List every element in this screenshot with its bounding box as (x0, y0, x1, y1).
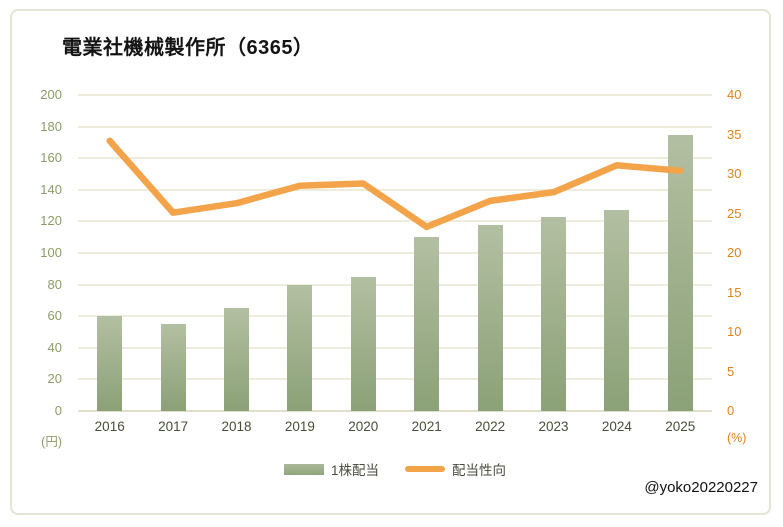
left-axis-tick: 60 (47, 308, 62, 324)
gridline (78, 315, 712, 318)
right-axis-unit: (%) (727, 431, 747, 445)
gridline (78, 188, 712, 191)
right-axis-tick: 15 (727, 284, 742, 300)
left-axis-tick: 160 (40, 150, 62, 166)
x-axis-label: 2025 (665, 419, 696, 434)
x-axis-label: 2016 (94, 419, 125, 434)
bar-2020 (350, 276, 376, 411)
left-axis-tick: 200 (40, 87, 62, 102)
left-axis-tick: 180 (40, 118, 62, 134)
left-axis-tick: 120 (40, 213, 62, 229)
line-series-swatch-icon (405, 466, 445, 472)
x-axis-label: 2024 (601, 419, 632, 434)
left-axis-tick: 40 (47, 339, 62, 355)
chart-border (10, 9, 771, 515)
chart-title: 電業社機械製作所（6365） (62, 37, 314, 59)
bar-2018 (224, 308, 249, 411)
gridline (78, 410, 712, 412)
x-axis-label: 2018 (221, 419, 252, 434)
right-axis-tick: 35 (727, 126, 742, 142)
left-axis-tick: 140 (40, 181, 62, 197)
gridline (78, 252, 712, 254)
left-axis-unit: (円) (41, 435, 62, 449)
bar-series-swatch-icon (283, 463, 324, 475)
right-axis-tick: 0 (727, 403, 735, 418)
x-axis-label: 2017 (158, 419, 189, 434)
bar-2022 (477, 225, 503, 411)
legend-item-dividend[interactable]: 1株配当 (283, 459, 379, 479)
watermark: @yoko20220227 (644, 479, 758, 496)
left-axis-tick: 80 (47, 276, 62, 292)
x-axis-label: 2023 (538, 419, 569, 434)
right-axis-tick: 10 (727, 324, 742, 339)
left-axis-tick: 100 (40, 245, 62, 260)
right-axis-tick: 30 (727, 166, 742, 181)
bar-2017 (160, 324, 186, 411)
gridline (78, 283, 712, 286)
gridline (78, 94, 712, 96)
gridline (78, 346, 712, 349)
legend: 1株配当 配当性向 (0, 459, 783, 479)
x-axis-label: 2019 (284, 419, 315, 434)
bar-2019 (287, 284, 313, 411)
left-axis-tick: 0 (54, 403, 62, 418)
bar-2024 (604, 209, 630, 411)
x-axis-label: 2021 (411, 419, 442, 434)
legend-label-payout-ratio: 配当性向 (452, 463, 506, 478)
bar-2016 (97, 316, 123, 411)
gridline (78, 125, 712, 128)
right-axis-tick: 25 (727, 205, 742, 221)
legend-label-dividend: 1株配当 (330, 463, 379, 478)
right-axis-tick: 20 (727, 245, 742, 260)
right-axis-tick: 5 (727, 363, 735, 379)
bar-2021 (414, 237, 440, 411)
x-axis-label: 2022 (475, 419, 506, 434)
gridline (78, 157, 712, 160)
gridline (78, 378, 712, 381)
legend-item-payout-ratio[interactable]: 配当性向 (405, 459, 506, 479)
left-axis-tick: 20 (47, 371, 62, 387)
bar-2025 (667, 134, 693, 411)
bar-2023 (541, 217, 566, 411)
x-axis-label: 2020 (348, 419, 379, 434)
right-axis-tick: 40 (727, 87, 742, 102)
